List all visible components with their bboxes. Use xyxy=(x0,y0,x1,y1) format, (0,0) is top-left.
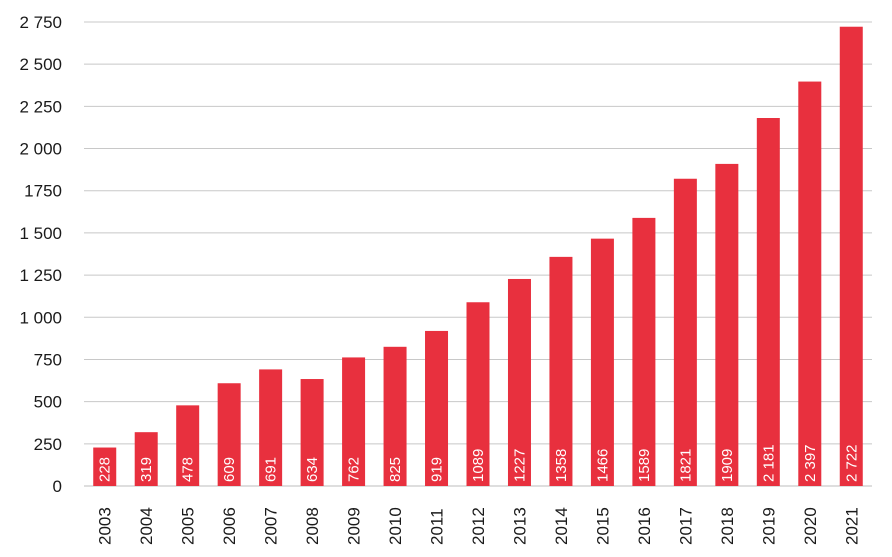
data-label: 228 xyxy=(97,457,114,482)
data-label: 1227 xyxy=(511,449,528,482)
bar xyxy=(839,26,863,486)
x-tick-label: 2020 xyxy=(801,507,820,545)
x-tick-label: 2012 xyxy=(469,507,488,545)
y-tick-label: 500 xyxy=(34,393,62,412)
x-tick-label: 2010 xyxy=(386,507,405,545)
y-tick-label: 1750 xyxy=(24,182,62,201)
y-tick-label: 1 250 xyxy=(19,266,62,285)
y-axis-ticks: 0 250 500 750 1 000 1 250 1 500 1750 2 000 2 250 2… xyxy=(19,13,62,496)
x-tick-label: 2015 xyxy=(593,507,612,545)
data-label: 2 722 xyxy=(843,444,860,482)
bars xyxy=(93,26,863,487)
bar xyxy=(383,346,407,486)
data-labels: 228 319 478 609 691 634 762 825 919 1089 1227 1358 1… xyxy=(97,444,861,482)
y-tick-label: 250 xyxy=(34,435,62,454)
x-tick-label: 2008 xyxy=(303,507,322,545)
bar xyxy=(632,217,656,486)
y-tick-label: 2 750 xyxy=(19,13,62,32)
data-label: 1821 xyxy=(677,449,694,482)
data-label: 478 xyxy=(180,457,197,482)
data-label: 2 397 xyxy=(802,444,819,482)
x-tick-label: 2005 xyxy=(179,507,198,545)
x-tick-label: 2017 xyxy=(676,507,695,545)
data-label: 2 181 xyxy=(760,444,777,482)
data-label: 1089 xyxy=(470,449,487,482)
x-tick-label: 2011 xyxy=(428,508,447,545)
bar xyxy=(673,178,697,487)
x-axis-ticks: 2003 2004 2005 2006 2007 2008 2009 2010 2011 2012… xyxy=(96,507,862,545)
bar xyxy=(425,330,449,486)
y-tick-label: 2 250 xyxy=(19,97,62,116)
y-tick-label: 0 xyxy=(53,477,62,496)
x-tick-label: 2014 xyxy=(552,507,571,545)
x-tick-label: 2018 xyxy=(718,507,737,545)
bar xyxy=(798,81,822,486)
x-tick-label: 2006 xyxy=(220,507,239,545)
bar xyxy=(466,302,490,486)
y-tick-label: 1 500 xyxy=(19,224,62,243)
y-tick-label: 1 000 xyxy=(19,308,62,327)
y-tick-label: 2 500 xyxy=(19,55,62,74)
bar xyxy=(176,405,200,486)
bar xyxy=(259,369,283,486)
x-tick-label: 2009 xyxy=(345,507,364,545)
y-tick-label: 2 000 xyxy=(19,140,62,159)
data-label: 919 xyxy=(429,457,446,482)
bar xyxy=(715,163,739,486)
data-label: 691 xyxy=(263,457,280,482)
x-tick-label: 2021 xyxy=(842,507,861,545)
x-tick-label: 2007 xyxy=(262,507,281,545)
x-tick-label: 2003 xyxy=(96,507,115,545)
data-label: 1589 xyxy=(636,449,653,482)
bar xyxy=(93,447,117,486)
bar xyxy=(549,256,573,486)
data-label: 825 xyxy=(387,457,404,482)
x-tick-label: 2019 xyxy=(759,507,778,545)
x-tick-label: 2004 xyxy=(137,507,156,545)
data-label: 1358 xyxy=(553,449,570,482)
x-tick-label: 2016 xyxy=(635,507,654,545)
bar xyxy=(756,118,780,486)
data-label: 319 xyxy=(138,457,155,482)
bar xyxy=(217,383,241,486)
bar xyxy=(134,432,158,486)
data-label: 609 xyxy=(221,457,238,482)
data-label: 1466 xyxy=(594,449,611,482)
bar xyxy=(342,357,366,486)
data-label: 1909 xyxy=(719,449,736,482)
x-tick-label: 2013 xyxy=(510,507,529,545)
bar xyxy=(507,278,531,486)
bar xyxy=(590,238,614,486)
y-tick-label: 750 xyxy=(34,350,62,369)
data-label: 762 xyxy=(346,457,363,482)
data-label: 634 xyxy=(304,457,321,482)
bar xyxy=(300,379,324,486)
